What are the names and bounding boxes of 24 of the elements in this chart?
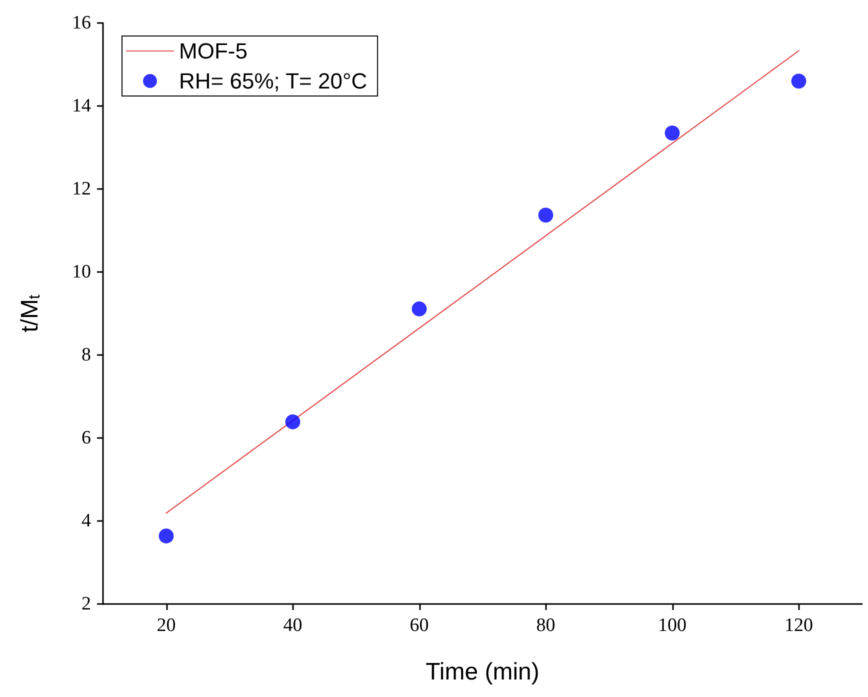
x-tick-label: 60 [410, 615, 429, 636]
y-tick-label: 6 [82, 428, 91, 448]
point [158, 528, 174, 544]
x-tick-label: 80 [536, 615, 556, 636]
y-tick-label: 4 [82, 510, 92, 532]
y-tick-label: 12 [72, 178, 91, 200]
y-tick-label: 10 [72, 262, 91, 282]
point [412, 301, 427, 316]
x-tick-label: 120 [784, 615, 813, 636]
legend-label: MOF-5 [179, 38, 248, 64]
x-tick-label: 40 [283, 615, 302, 636]
point [664, 125, 680, 140]
y-tick-label: 16 [72, 12, 91, 34]
y-tick-label: 2 [82, 594, 91, 614]
point [791, 74, 806, 89]
y-tick-label: 14 [72, 96, 92, 116]
legend-label: RH= 65%; T= 20°C [179, 68, 368, 94]
y-axis-title: t/Mt [16, 294, 44, 332]
x-tick-label: 20 [156, 615, 176, 636]
x-axis-title: Time (min) [426, 658, 540, 686]
point [285, 414, 300, 430]
point [538, 208, 554, 223]
x-tick-label: 100 [658, 615, 686, 636]
y-tick-label: 8 [82, 344, 91, 366]
